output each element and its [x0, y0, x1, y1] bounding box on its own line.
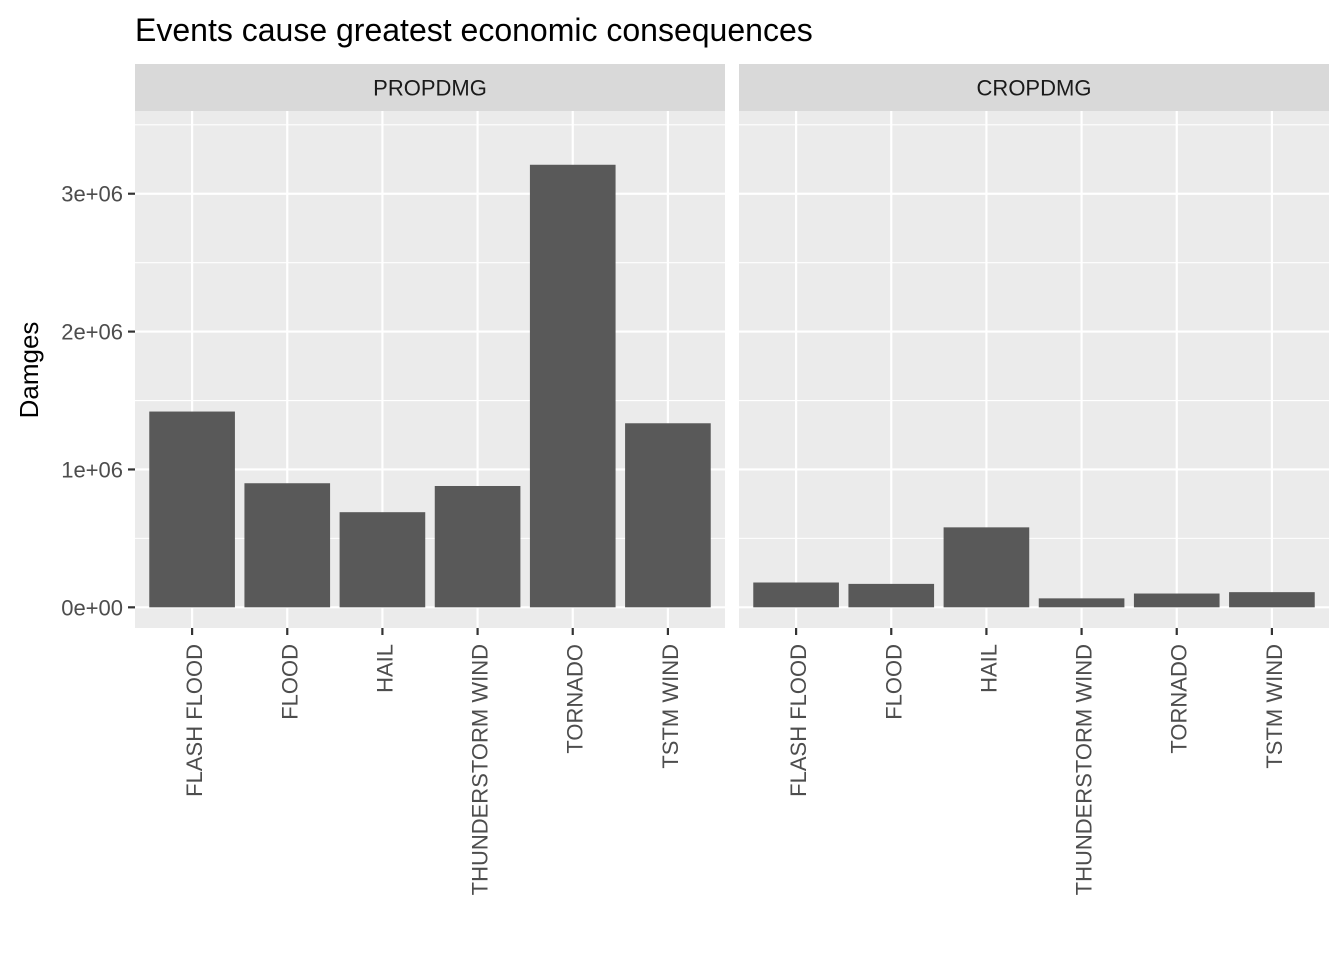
y-tick-label: 0e+00 [61, 595, 123, 620]
y-axis-label: Damges [14, 322, 44, 419]
bar-hail [943, 527, 1030, 608]
bar-flood [244, 483, 331, 608]
x-tick-label: HAIL [372, 644, 397, 693]
x-tick-label: TSTM WIND [1262, 644, 1287, 769]
y-tick-label: 1e+06 [61, 457, 123, 482]
x-tick-label: FLASH FLOOD [786, 644, 811, 797]
facet-strip-label: CROPDMG [977, 76, 1092, 101]
facet-panel-propdmg: PROPDMG FLASH FLOOD FLOOD HAIL THUNDERSTORM … [135, 64, 725, 895]
y-tick-label: 2e+06 [61, 320, 123, 345]
y-tick-label: 3e+06 [61, 182, 123, 207]
bar-tstm-wind [625, 423, 711, 608]
x-tick-label: TSTM WIND [658, 644, 683, 769]
facet-panel-cropdmg: CROPDMG FLASH FLOOD FLOOD HAIL THUNDERSTORM … [739, 64, 1329, 895]
bar-flash-flood [753, 582, 839, 608]
plot-layer: PROPDMG FLASH FLOOD FLOOD HAIL THUNDERSTORM … [61, 64, 1329, 895]
chart-title: Events cause greatest economic consequen… [135, 12, 813, 48]
bar-tornado [529, 164, 616, 608]
x-tick-label: TORNADO [1167, 644, 1192, 754]
bar-hail [339, 512, 426, 608]
bar-thunderstorm-wind [1038, 598, 1125, 608]
bar-tornado [1133, 593, 1220, 608]
panel-background [739, 111, 1329, 628]
bar-tstm-wind [1229, 592, 1315, 608]
bar-flood [848, 583, 935, 608]
bar-thunderstorm-wind [434, 485, 521, 608]
x-tick-label: THUNDERSTORM WIND [1072, 644, 1097, 895]
facet-strip [739, 64, 1329, 111]
x-tick-label: FLASH FLOOD [182, 644, 207, 797]
facet-strip [135, 64, 725, 111]
x-tick-label: TORNADO [563, 644, 588, 754]
x-tick-label: FLOOD [881, 644, 906, 720]
x-tick-label: FLOOD [277, 644, 302, 720]
bar-flash-flood [149, 411, 235, 608]
x-tick-label: THUNDERSTORM WIND [468, 644, 493, 895]
x-tick-label: HAIL [976, 644, 1001, 693]
facet-strip-label: PROPDMG [373, 76, 487, 101]
